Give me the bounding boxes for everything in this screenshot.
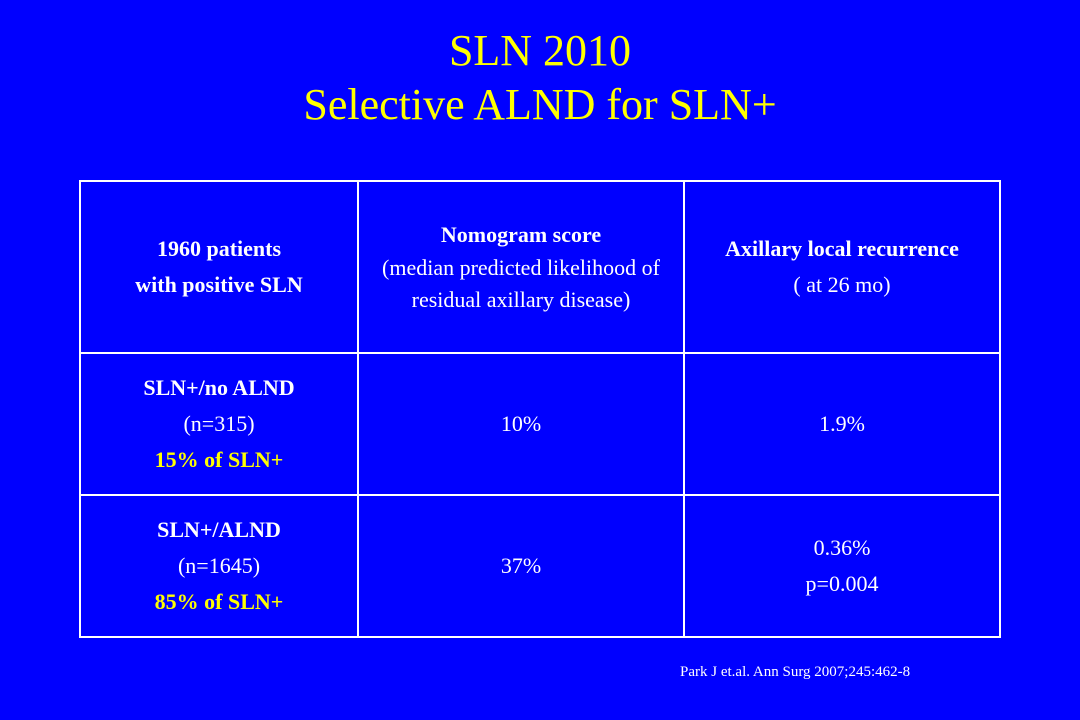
nomogram-value: 37% [500, 553, 542, 578]
group-label: SLN+/ALND [157, 517, 281, 542]
group-share: 15% of SLN+ [154, 447, 284, 472]
group-cell: SLN+/no ALND (n=315) 15% of SLN+ [79, 352, 359, 496]
group-count: (n=315) [183, 411, 255, 436]
recurrence-value: 0.36% [813, 535, 871, 560]
recurrence-cell: 0.36% p=0.004 [683, 494, 1001, 638]
header-nomogram-desc: (median predicted likelihood of residual… [382, 255, 660, 312]
results-table: 1960 patients with positive SLN Nomogram… [79, 180, 1001, 638]
table-header-row: 1960 patients with positive SLN Nomogram… [79, 180, 1001, 354]
header-recurrence-title: Axillary local recurrence [725, 236, 959, 261]
header-cell-patients: 1960 patients with positive SLN [79, 180, 359, 354]
slide-title: SLN 2010 Selective ALND for SLN+ [0, 24, 1080, 132]
nomogram-value: 10% [500, 411, 542, 436]
header-cell-nomogram: Nomogram score (median predicted likelih… [357, 180, 685, 354]
recurrence-cell: 1.9% [683, 352, 1001, 496]
recurrence-value: 1.9% [819, 411, 865, 436]
p-value: p=0.004 [805, 571, 879, 596]
nomogram-cell: 37% [357, 494, 685, 638]
header-patients-desc: with positive SLN [135, 272, 303, 297]
group-label: SLN+/no ALND [143, 375, 295, 400]
nomogram-cell: 10% [357, 352, 685, 496]
table-row: SLN+/no ALND (n=315) 15% of SLN+ 10% 1.9… [79, 352, 1001, 496]
header-nomogram-title: Nomogram score [440, 222, 602, 247]
title-line-2: Selective ALND for SLN+ [303, 80, 777, 129]
group-count: (n=1645) [177, 553, 261, 578]
header-cell-recurrence: Axillary local recurrence ( at 26 mo) [683, 180, 1001, 354]
group-share: 85% of SLN+ [154, 589, 284, 614]
citation: Park J et.al. Ann Surg 2007;245:462-8 [680, 664, 911, 680]
group-cell: SLN+/ALND (n=1645) 85% of SLN+ [79, 494, 359, 638]
table-row: SLN+/ALND (n=1645) 85% of SLN+ 37% 0.36%… [79, 494, 1001, 638]
header-recurrence-desc: ( at 26 mo) [793, 272, 891, 297]
header-patients-count: 1960 patients [156, 236, 282, 261]
title-line-1: SLN 2010 [448, 26, 632, 75]
